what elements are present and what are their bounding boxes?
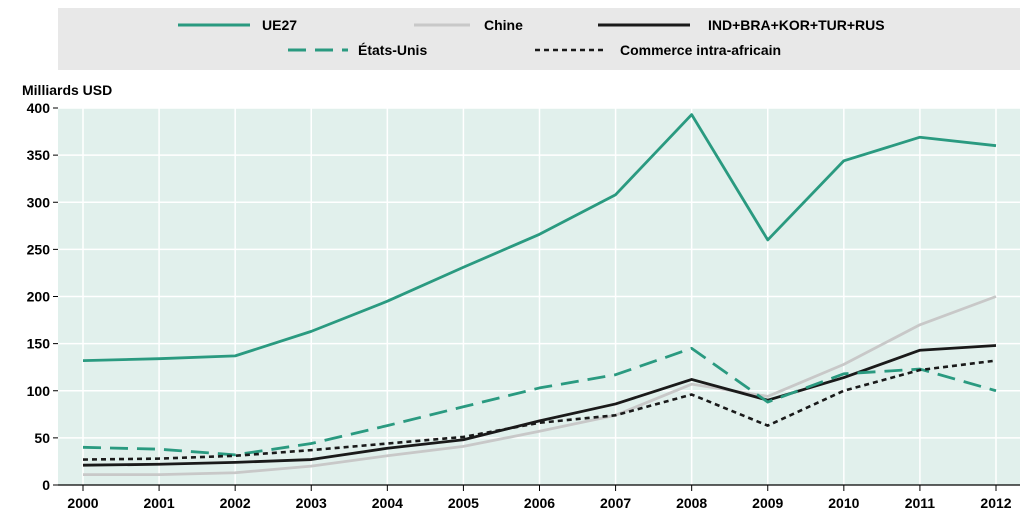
gridlines xyxy=(58,107,1020,485)
legend-label-2: IND+BRA+KOR+TUR+RUS xyxy=(708,17,885,33)
x-tick-label: 2006 xyxy=(524,495,555,511)
x-tick-label: 2010 xyxy=(828,495,859,511)
x-tick-label: 2008 xyxy=(676,495,707,511)
x-tick-label: 2009 xyxy=(752,495,783,511)
y-tick-label: 350 xyxy=(27,147,51,163)
series-line-2 xyxy=(82,344,997,467)
x-tick-label: 2000 xyxy=(67,495,98,511)
x-axis-ticks: 2000 2001 2002 2003 2004 2005 2006 2007 2008 2009… xyxy=(67,485,1012,511)
x-tick-label: 2003 xyxy=(296,495,327,511)
series-line-3 xyxy=(82,346,997,457)
x-tick-label: 2002 xyxy=(220,495,251,511)
legend-label-0: UE27 xyxy=(262,17,297,33)
legend: UE27 Chine IND+BRA+KOR+TUR+RUS États-Unis Co… xyxy=(178,17,885,58)
x-tick-label: 2007 xyxy=(600,495,631,511)
y-axis-unit-label: Milliards USD xyxy=(22,82,112,98)
x-tick-label: 2004 xyxy=(372,495,403,511)
y-tick-label: 250 xyxy=(27,241,51,257)
x-tick-label: 2001 xyxy=(144,495,175,511)
y-tick-label: 0 xyxy=(42,477,50,493)
series-lines xyxy=(82,113,997,477)
y-tick-label: 200 xyxy=(27,289,51,305)
y-tick-label: 300 xyxy=(27,194,51,210)
y-tick-label: 100 xyxy=(27,383,51,399)
x-tick-label: 2005 xyxy=(448,495,479,511)
y-axis-ticks: 0 50 100 150 200 250 300 350 400 xyxy=(27,100,58,493)
y-tick-label: 150 xyxy=(27,336,51,352)
legend-box xyxy=(58,8,1020,70)
x-tick-label: 2011 xyxy=(905,495,936,511)
legend-label-1: Chine xyxy=(484,17,523,33)
legend-label-3: États-Unis xyxy=(358,42,427,58)
y-tick-label: 400 xyxy=(27,100,51,116)
series-line-0 xyxy=(82,113,997,362)
y-tick-label: 50 xyxy=(34,430,50,446)
legend-label-4: Commerce intra-africain xyxy=(620,42,781,58)
x-tick-label: 2012 xyxy=(980,495,1011,511)
series-line-1 xyxy=(83,295,997,477)
